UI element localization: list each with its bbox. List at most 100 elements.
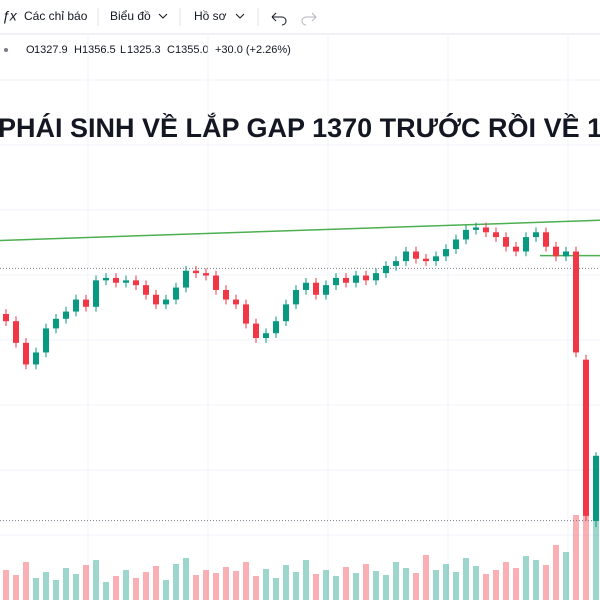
volume-bar [373, 571, 379, 600]
profile-button[interactable]: Hồ sơ [194, 9, 227, 23]
volume-bar [543, 565, 549, 600]
candle-body [23, 342, 29, 365]
candle-body [63, 311, 69, 319]
volume-bar [443, 564, 449, 600]
candle-body [333, 277, 339, 286]
volume-bar [93, 560, 99, 600]
volume-bar [23, 562, 29, 600]
candle-body [193, 270, 199, 274]
volume-bar [383, 575, 389, 600]
candle-body [363, 275, 369, 281]
volume-bar [343, 567, 349, 600]
volume-bar [13, 575, 19, 600]
volume-bar [183, 558, 189, 600]
legend-value: 1325.3 [127, 44, 161, 56]
candle-body [243, 304, 249, 324]
volume-bar [253, 576, 259, 600]
candle-body [33, 352, 39, 365]
candle-body [173, 287, 179, 300]
volume-bar [583, 505, 589, 600]
volume-bar [413, 573, 419, 600]
volume-bar [263, 569, 269, 600]
candle-body [433, 256, 439, 262]
volume-bar [353, 573, 359, 600]
legend-label: O [26, 44, 35, 56]
candle-body [303, 282, 309, 290]
legend-label: L [120, 44, 126, 56]
candle-body [163, 299, 169, 305]
indicators-button[interactable]: Các chỉ báo [24, 9, 88, 23]
volume-bar [293, 572, 299, 600]
volume-bar [593, 500, 599, 600]
volume-bar [153, 566, 159, 600]
volume-bar [43, 572, 49, 600]
legend-dot [4, 48, 8, 52]
candle-body [103, 277, 109, 281]
candle-body [283, 304, 289, 322]
candle-body [253, 323, 259, 339]
candle-body [383, 265, 389, 274]
redo-button[interactable] [301, 12, 317, 26]
fx-icon[interactable]: ƒx [2, 8, 18, 24]
candle-body [43, 328, 49, 353]
volume-bar [3, 570, 9, 600]
volume-bar [363, 564, 369, 600]
candle-body [153, 294, 159, 305]
legend-value: 1355.0 [175, 44, 209, 56]
volume-bar [163, 580, 169, 600]
candle-body [143, 285, 149, 295]
dropdown-icon [158, 13, 168, 19]
volume-bar [423, 555, 429, 600]
volume-bar [433, 570, 439, 600]
candle-body [493, 232, 499, 238]
volume-bar [503, 562, 509, 600]
volume-bar [213, 573, 219, 600]
candle-body [543, 232, 549, 247]
volume-bar [473, 566, 479, 600]
volume-bar [463, 558, 469, 600]
candle-body [223, 289, 229, 300]
volume-bar [83, 565, 89, 600]
candle-body [473, 227, 479, 230]
volume-bar [113, 576, 119, 600]
volume-bar [243, 562, 249, 600]
candle-body [313, 282, 319, 295]
candle-body [503, 237, 509, 247]
undo-button[interactable] [271, 12, 287, 26]
candle-body [353, 275, 359, 283]
candle-body [573, 251, 579, 353]
volume-bar [143, 572, 149, 600]
volume-bar [273, 578, 279, 600]
candle-body [233, 299, 239, 305]
volume-bar [453, 572, 459, 600]
candle-body [133, 280, 139, 286]
volume-bar [103, 582, 109, 600]
volume-bar [493, 570, 499, 600]
volume-bar [283, 565, 289, 600]
volume-bar [323, 570, 329, 600]
volume-bar [33, 578, 39, 600]
candle-body [113, 277, 119, 283]
candle-body [53, 318, 59, 329]
candle-body [563, 251, 569, 257]
volume-bar [233, 571, 239, 600]
volume-bar [303, 560, 309, 600]
candle-body [213, 275, 219, 290]
toolbar [0, 0, 600, 34]
candle-body [323, 285, 329, 295]
volume-bar [193, 575, 199, 600]
volume-bar [133, 578, 139, 600]
legend-label: H [74, 44, 82, 56]
volume-bar [393, 562, 399, 600]
volume-bar [73, 574, 79, 600]
legend-label: C [167, 44, 175, 56]
candle-body [593, 455, 599, 521]
volume-bar [63, 568, 69, 600]
volume-bar [563, 552, 569, 600]
volume-bar [573, 515, 579, 600]
candle-body [273, 321, 279, 334]
candle-body [343, 277, 349, 283]
chart-button[interactable]: Biểu đồ [110, 9, 151, 23]
candle-body [203, 273, 209, 276]
